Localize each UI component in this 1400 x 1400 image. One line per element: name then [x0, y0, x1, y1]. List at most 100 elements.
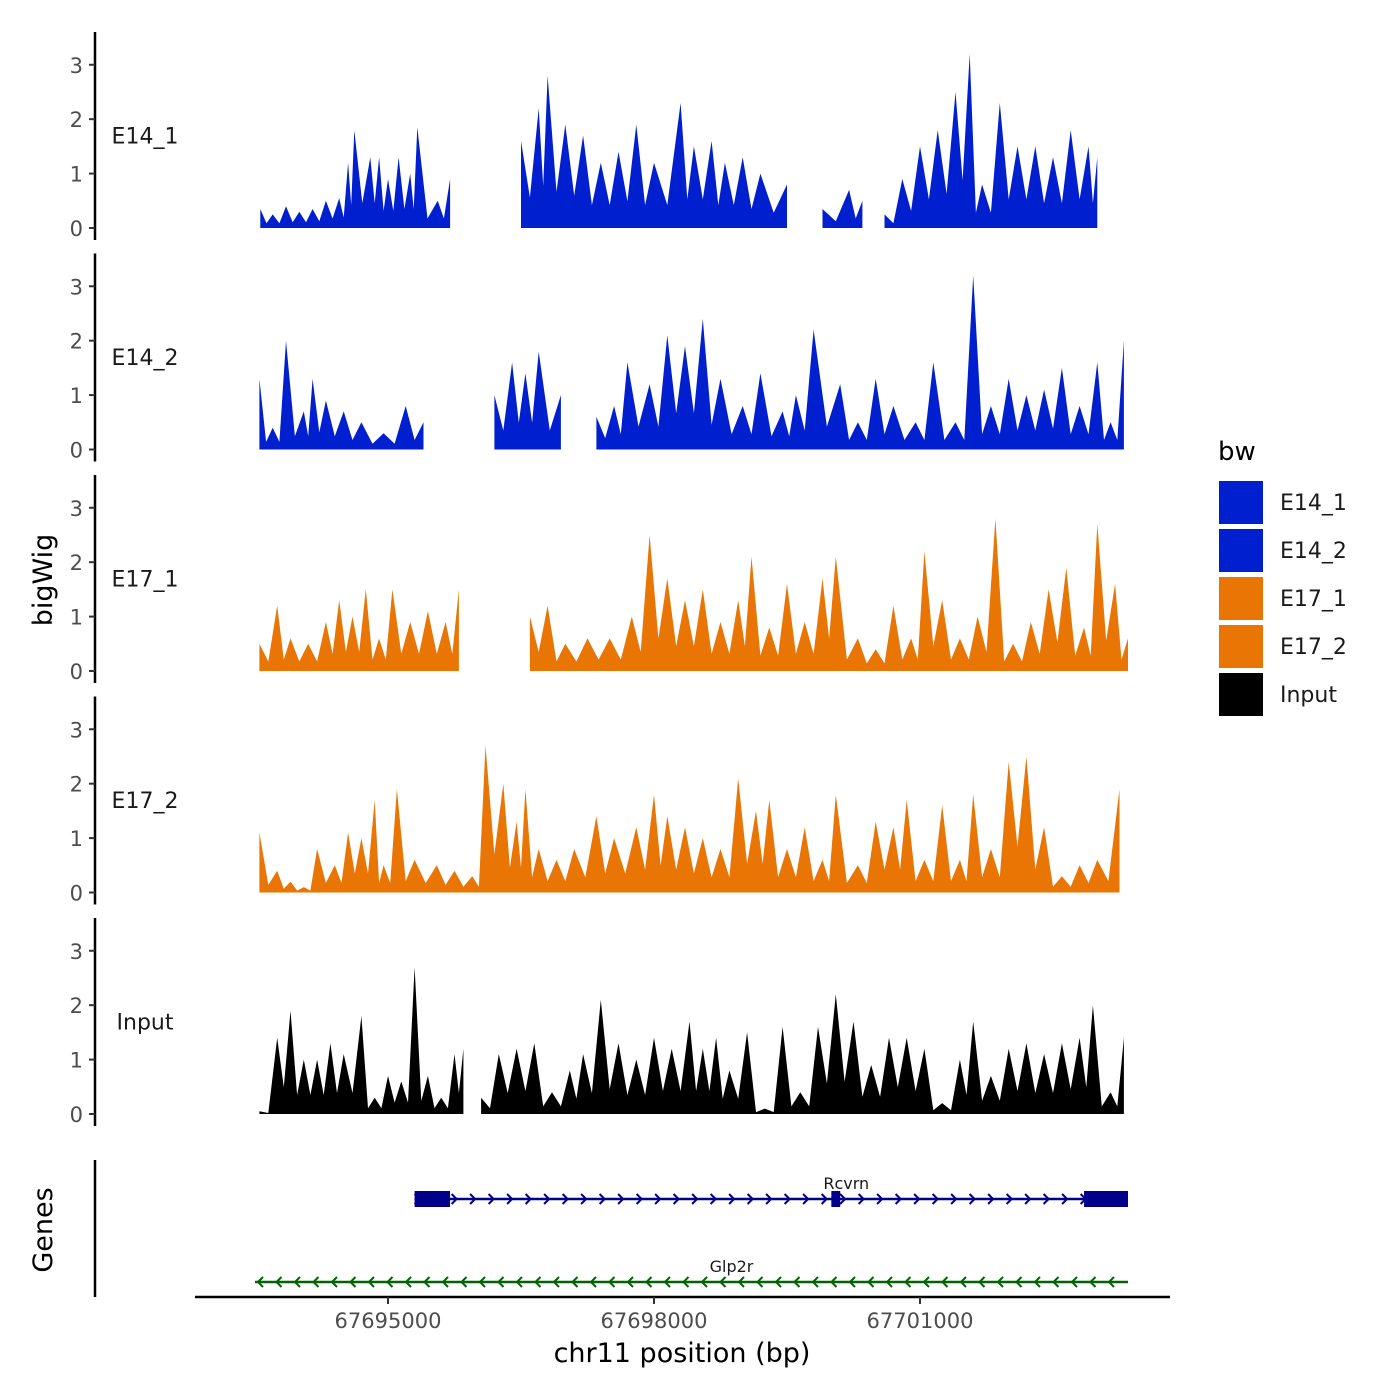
strand-arrow: [1089, 1276, 1097, 1288]
x-tick-label: 67695000: [335, 1309, 442, 1333]
coverage-area: [259, 745, 1120, 893]
x-tick-label: 67698000: [601, 1309, 708, 1333]
y-tick-label: 2: [70, 773, 83, 797]
strand-arrow: [904, 1276, 912, 1288]
y-tick-label: 0: [70, 882, 83, 906]
strand-arrow: [635, 1193, 644, 1205]
strand-arrow: [913, 1193, 921, 1205]
legend-swatch-E17_2: [1219, 625, 1263, 668]
legend-label: E17_1: [1280, 587, 1347, 612]
strand-arrow: [1033, 1276, 1041, 1288]
strand-arrow: [598, 1193, 607, 1205]
coverage-area: [596, 275, 1124, 450]
legend-title: bw: [1218, 437, 1256, 467]
legend: bw E14_1 E14_2 E17_1 E17_2 Input: [1218, 437, 1347, 716]
strand-arrow: [580, 1193, 588, 1205]
strand-arrow: [543, 1193, 551, 1205]
coverage-area: [259, 967, 464, 1114]
y-tick-label: 1: [70, 384, 83, 408]
strand-arrow: [349, 1276, 357, 1288]
strand-arrow: [728, 1193, 736, 1205]
y-tick-label: 3: [70, 54, 83, 78]
coverage-area: [494, 351, 561, 450]
x-axis: 67695000 67698000 67701000: [195, 1295, 1170, 1333]
strand-arrow: [922, 1276, 930, 1288]
strand-arrow: [386, 1276, 394, 1288]
strand-arrow: [1107, 1276, 1115, 1288]
genes-axis-title: Genes: [28, 1187, 59, 1272]
strand-arrow: [1015, 1276, 1023, 1288]
strand-arrow: [950, 1193, 958, 1205]
strand-arrow: [765, 1193, 773, 1205]
coverage-area: [822, 189, 863, 228]
strand-arrow: [1005, 1193, 1014, 1205]
y-tick-label: 3: [70, 497, 83, 521]
strand-arrow: [534, 1276, 542, 1288]
strand-arrow: [857, 1193, 866, 1205]
y-tick-label: 1: [70, 163, 83, 187]
legend-swatch-Input: [1219, 673, 1263, 716]
strand-arrow: [700, 1276, 708, 1288]
strand-arrow: [978, 1276, 986, 1288]
gene-Rcvrn: Rcvrn: [413, 1174, 1128, 1207]
y-tick-label: 0: [70, 1103, 83, 1127]
strand-arrow: [571, 1276, 579, 1288]
strand-arrow: [404, 1276, 412, 1288]
strand-arrow: [663, 1276, 671, 1288]
strand-arrow: [1061, 1193, 1069, 1205]
gene-label: Rcvrn: [823, 1174, 869, 1193]
coverage-area: [259, 340, 424, 450]
legend-label: Input: [1280, 683, 1337, 708]
track-label: E14_2: [112, 346, 179, 371]
strand-arrow: [996, 1276, 1004, 1288]
genes-track: Rcvrn Glp2r: [93, 1160, 1128, 1297]
strand-arrow: [1042, 1193, 1051, 1205]
track-E17_2: 0 1 2 3 E17_2: [70, 696, 1120, 906]
strand-arrow: [931, 1193, 940, 1205]
strand-arrow: [524, 1193, 533, 1205]
strand-arrow: [820, 1193, 829, 1205]
track-E14_1: 0 1 2 3 E14_1: [70, 32, 1098, 241]
y-tick-label: 2: [70, 994, 83, 1018]
y-tick-label: 1: [70, 827, 83, 851]
x-tick-label: 67701000: [867, 1309, 974, 1333]
coverage-area: [481, 994, 1124, 1114]
y-tick-label: 3: [70, 718, 83, 742]
strand-arrow: [441, 1276, 449, 1288]
y-tick-label: 0: [70, 439, 83, 463]
strand-arrow: [793, 1276, 801, 1288]
strand-arrow: [487, 1193, 496, 1205]
track-label: E14_1: [112, 125, 179, 150]
strand-arrow: [561, 1193, 570, 1205]
track-label: E17_1: [112, 568, 179, 593]
strand-arrow: [867, 1276, 875, 1288]
strand-arrow: [987, 1193, 995, 1205]
coverage-area: [259, 589, 459, 671]
strand-arrow: [608, 1276, 616, 1288]
legend-label: E14_2: [1280, 539, 1347, 564]
strand-arrow: [617, 1193, 625, 1205]
coverage-area: [529, 518, 1128, 671]
strand-arrow: [506, 1193, 514, 1205]
strand-arrow: [469, 1193, 477, 1205]
track-E17_1: 0 1 2 3 E17_1: [70, 475, 1128, 684]
legend-label: E14_1: [1280, 491, 1347, 516]
strand-arrow: [645, 1276, 653, 1288]
coverage-area: [521, 75, 787, 228]
strand-arrow: [423, 1276, 431, 1288]
strand-arrow: [830, 1276, 838, 1288]
strand-arrow: [746, 1193, 755, 1205]
strand-arrow: [737, 1276, 745, 1288]
strand-arrow: [1024, 1193, 1032, 1205]
y-tick-label: 0: [70, 660, 83, 684]
strand-arrow: [783, 1193, 792, 1205]
x-axis-title: chr11 position (bp): [554, 1338, 811, 1369]
strand-arrow: [515, 1276, 523, 1288]
exon-block: [1084, 1191, 1128, 1207]
exon-block: [414, 1191, 451, 1207]
y-tick-label: 2: [70, 551, 83, 575]
strand-arrow: [885, 1276, 893, 1288]
exon-block: [831, 1191, 841, 1207]
strand-arrow: [367, 1276, 375, 1288]
